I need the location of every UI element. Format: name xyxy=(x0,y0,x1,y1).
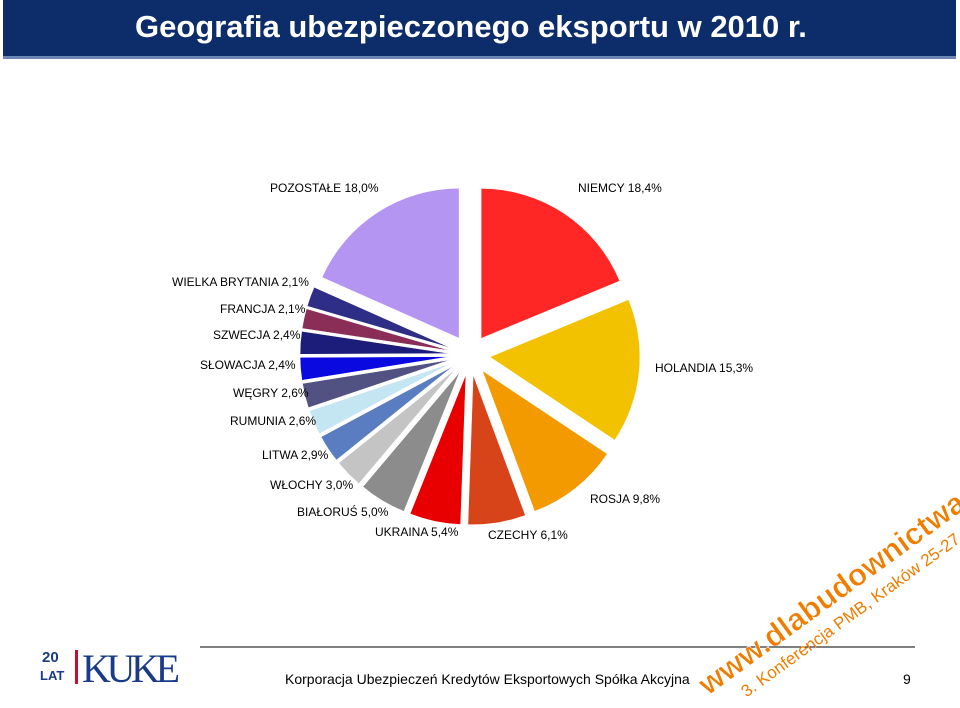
title-bar xyxy=(3,0,956,58)
slice-name: NIEMCY xyxy=(578,181,625,195)
pie-slice xyxy=(301,308,451,351)
pie-slice xyxy=(467,374,526,525)
slice-name: WIELKA BRYTANIA xyxy=(172,275,279,289)
slice-label: ROSJA 9,8% xyxy=(590,492,660,506)
slice-value: 2,4% xyxy=(273,328,301,342)
pie-slice xyxy=(321,187,460,339)
slice-value: 5,4% xyxy=(431,525,459,539)
page-number: 9 xyxy=(903,671,911,687)
pie-slice xyxy=(481,370,608,512)
pie-slice xyxy=(338,368,456,484)
labels: NIEMCY 18,4% HOLANDIA 15,3% ROSJA 9,8% CZEC… xyxy=(172,181,753,542)
chart-title: Geografia ubezpieczonego eksportu w 2010… xyxy=(135,9,807,44)
slice-label: POZOSTAŁE 18,0% xyxy=(270,181,379,195)
pie-slice xyxy=(302,359,451,409)
slice-value: 2,1% xyxy=(278,302,306,316)
slice-name: SZWECJA xyxy=(213,328,270,342)
slice-label: WIELKA BRYTANIA 2,1% xyxy=(172,275,309,289)
slice-name: WĘGRY xyxy=(233,386,278,400)
slice-name: SŁOWACJA xyxy=(200,358,266,372)
slice-value: 18,0% xyxy=(344,181,378,195)
slice-label: WĘGRY 2,6% xyxy=(233,386,309,400)
pie-slice xyxy=(480,188,621,339)
slice-label: HOLANDIA 15,3% xyxy=(655,361,753,375)
pie-slice xyxy=(362,371,460,512)
logo-name: KUKE xyxy=(82,646,180,691)
pie-slice xyxy=(409,374,467,525)
slice-label: NIEMCY 18,4% xyxy=(578,181,662,195)
slice-name: POZOSTAŁE xyxy=(270,181,341,195)
slice-value: 5,0% xyxy=(361,505,389,519)
slice-value: 2,1% xyxy=(282,275,310,289)
pie-slice xyxy=(299,331,451,355)
watermark: www.dlabudownictwa.pl 3. Konferencja PMB… xyxy=(690,463,960,702)
pie-slice xyxy=(299,356,451,381)
pie-slice xyxy=(309,362,452,435)
slice-value: 6,1% xyxy=(540,528,568,542)
slice-label: FRANCJA 2,1% xyxy=(220,302,306,316)
slice-value: 2,6% xyxy=(281,386,309,400)
slice-label: WŁOCHY 3,0% xyxy=(270,478,353,492)
slice-name: UKRAINA xyxy=(375,525,428,539)
slice-label: BIAŁORUŚ 5,0% xyxy=(297,504,389,519)
slice-label: SZWECJA 2,4% xyxy=(213,328,301,342)
pie-slice xyxy=(306,286,452,349)
slice-value: 2,9% xyxy=(301,448,329,462)
footer-company: Korporacja Ubezpieczeń Kredytów Eksporto… xyxy=(285,671,690,687)
slice-value: 18,4% xyxy=(628,181,662,195)
slice-value: 15,3% xyxy=(719,361,753,375)
slice-value: 2,4% xyxy=(268,358,296,372)
slice-name: RUMUNIA xyxy=(230,414,286,428)
slice-value: 2,6% xyxy=(289,414,317,428)
logo-years: 20 xyxy=(42,649,59,666)
pie xyxy=(299,187,641,525)
slice-value: 9,8% xyxy=(633,492,661,506)
slice-label: RUMUNIA 2,6% xyxy=(230,414,316,428)
pie-slice xyxy=(489,299,641,441)
slice-name: ROSJA xyxy=(590,492,630,506)
slice-name: LITWA xyxy=(262,448,298,462)
slice-name: BIAŁORUŚ xyxy=(297,504,358,519)
watermark-site: www.dlabudownictwa.pl xyxy=(691,463,960,702)
title-bar-edge xyxy=(3,56,956,59)
slice-name: FRANCJA xyxy=(220,302,275,316)
logo-bar xyxy=(75,650,78,684)
logo-lat: LAT xyxy=(40,668,64,683)
slice-value: 3,0% xyxy=(326,478,354,492)
pie-slice xyxy=(320,365,454,461)
slice-label: UKRAINA 5,4% xyxy=(375,525,459,539)
slice-label: CZECHY 6,1% xyxy=(488,528,568,542)
slice-label: LITWA 2,9% xyxy=(262,448,329,462)
slice-name: CZECHY xyxy=(488,528,537,542)
slice-name: HOLANDIA xyxy=(655,361,716,375)
slice-name: WŁOCHY xyxy=(270,478,323,492)
slice-label: SŁOWACJA 2,4% xyxy=(200,358,296,372)
